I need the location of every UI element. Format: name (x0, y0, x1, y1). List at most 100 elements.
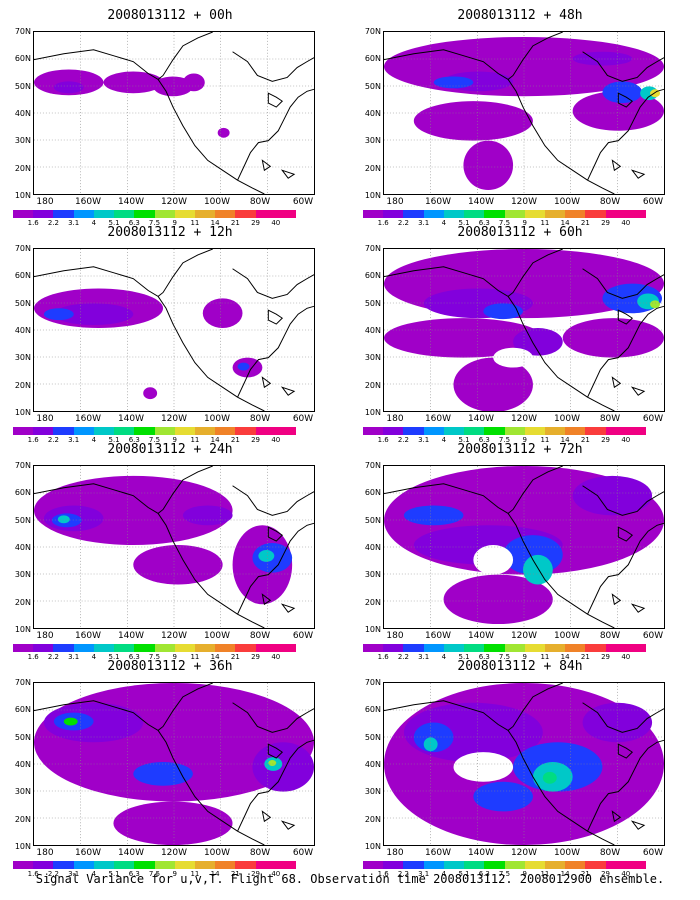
colorbar-swatch (504, 210, 525, 218)
lat-tick-label: 60N (14, 271, 31, 281)
colorbar-label: 5.1 (108, 436, 120, 444)
low-variance-area (523, 180, 663, 194)
panel-title: 2008013112 + 60h (457, 225, 583, 240)
lon-tick-label: 60W (642, 197, 664, 207)
variance-contour (182, 505, 233, 526)
colorbar-swatch (585, 427, 606, 435)
colorbar-label: 14 (560, 219, 570, 227)
forecast-panel-p7: 2008013112 + 84h 70N 60N 50N 40N 30N 20N 10N 180… (350, 659, 690, 878)
colorbar-swatch (73, 210, 94, 218)
lon-tick-label: 180 (386, 197, 404, 207)
colorbar-swatch (13, 861, 34, 869)
colorbar-swatch (423, 427, 444, 435)
map-plot (33, 465, 315, 629)
low-variance-area (542, 357, 663, 411)
colorbar-swatch (625, 644, 647, 652)
colorbar-label: 7.5 (148, 436, 161, 444)
colorbar-swatch (93, 861, 115, 869)
variance-contour (252, 742, 314, 792)
colorbar-swatch (53, 644, 74, 652)
lat-tick-label: 30N (364, 787, 381, 797)
colorbar-swatch (625, 861, 647, 869)
lon-tick-label: 140W (117, 848, 145, 858)
colorbar-swatch (423, 644, 444, 652)
colorbar-swatch (194, 644, 216, 652)
forecast-panel-p5: 2008013112 + 72h 70N 60N 50N 40N 30N 20N 10N 180… (350, 442, 690, 661)
colorbar-label: 3.1 (418, 653, 430, 661)
lat-tick-label: 50N (14, 732, 31, 742)
lon-tick-label: 140W (467, 414, 495, 424)
colorbar-label: 6.3 (478, 653, 490, 661)
colorbar-label: 21 (230, 436, 240, 444)
lon-tick-label: 120W (510, 848, 538, 858)
colorbar-swatch (464, 427, 485, 435)
colorbar-label: 40 (621, 653, 631, 661)
lon-tick-label: 60W (642, 848, 664, 858)
lat-tick-label: 70N (14, 461, 31, 470)
colorbar-label: 9 (522, 653, 527, 661)
lat-tick-label: 20N (364, 163, 381, 173)
low-variance-area (403, 160, 444, 194)
colorbar-swatch (235, 861, 256, 869)
colorbar-label: 6.3 (128, 436, 140, 444)
colorbar-label: 4 (441, 436, 447, 444)
lon-tick-label: 120W (510, 631, 538, 641)
colorbar-swatch (383, 644, 404, 652)
colorbar-swatch (363, 427, 384, 435)
colorbar-label: 40 (621, 436, 631, 444)
variance-contour (473, 781, 533, 812)
colorbar-swatch (33, 427, 54, 435)
colorbar-label: 4 (441, 653, 447, 661)
colorbar-label: 2.2 (47, 870, 59, 878)
low-variance-area (384, 574, 444, 628)
colorbar-label: 14 (210, 870, 220, 878)
colorbar-label: 14 (560, 870, 570, 878)
colorbar-label: 1.6 (377, 436, 389, 444)
low-variance-area (34, 545, 134, 628)
lat-tick-label: 20N (14, 597, 31, 607)
coastline (384, 32, 664, 194)
colorbar-swatch (585, 861, 606, 869)
colorbar-label: 3.1 (68, 653, 80, 661)
lat-tick-label: 30N (364, 570, 381, 580)
colorbar-label: 5.1 (458, 219, 470, 227)
lat-tick-label: 50N (14, 515, 31, 525)
lon-tick-label: 140W (467, 197, 495, 207)
colorbar-label: 3.1 (68, 219, 80, 227)
colorbar-label: 2.2 (397, 436, 409, 444)
colorbar-swatch (215, 861, 236, 869)
colorbar-label: 4 (91, 219, 97, 227)
variance-contour (53, 303, 134, 326)
colorbar-swatch (194, 427, 216, 435)
colorbar-label: 7.5 (148, 870, 161, 878)
colorbar-label: 11 (540, 870, 550, 878)
variance-contour (423, 737, 438, 752)
colorbar-label: 4 (91, 870, 97, 878)
colorbar-label: 4 (441, 870, 447, 878)
colorbar-label: 11 (190, 436, 200, 444)
colorbar-label: 2.2 (47, 219, 59, 227)
colorbar-label: 1.6 (27, 436, 39, 444)
colorbar-label: 40 (271, 219, 281, 227)
colorbar-label: 11 (540, 653, 550, 661)
colorbar-label: 3.1 (68, 436, 80, 444)
lat-tick-label: 70N (364, 27, 381, 36)
colorbar-swatch (194, 210, 216, 218)
colorbar-swatch (73, 644, 94, 652)
variance-contour (186, 77, 199, 90)
colorbar-swatch (255, 210, 276, 218)
variance-contour (523, 554, 553, 585)
colorbar-swatch (383, 427, 404, 435)
colorbar-label: 9 (522, 436, 527, 444)
lat-tick-label: 40N (14, 109, 31, 118)
colorbar-swatch (383, 861, 404, 869)
colorbar-label: 21 (580, 653, 590, 661)
lon-tick-label: 100W (203, 197, 231, 207)
colorbar-swatch (215, 210, 236, 218)
colorbar-swatch (275, 861, 297, 869)
colorbar-swatch (585, 644, 606, 652)
colorbar-swatch (605, 644, 626, 652)
colorbar-swatch (13, 427, 34, 435)
lat-tick-label: 10N (364, 625, 381, 634)
colorbar-label: 3.1 (68, 870, 80, 878)
